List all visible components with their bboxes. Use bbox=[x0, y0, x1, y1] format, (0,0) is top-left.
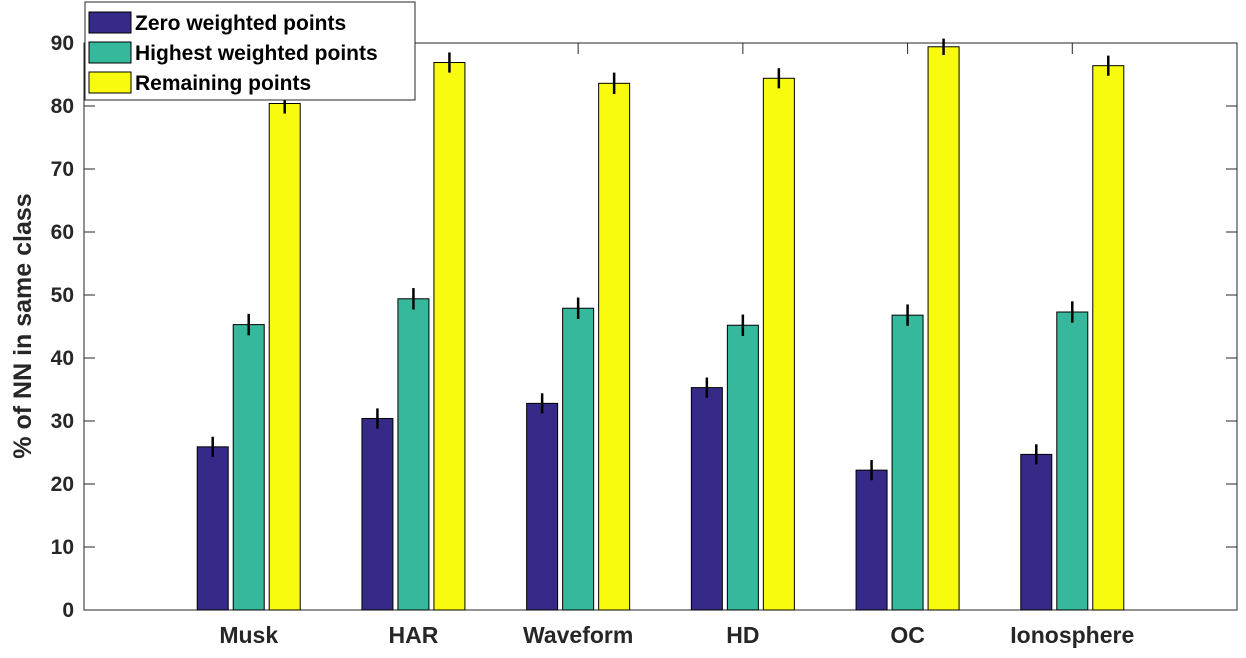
bar bbox=[433, 62, 466, 611]
legend-label: Remaining points bbox=[135, 72, 311, 95]
bar bbox=[361, 417, 394, 611]
y-tick-label: 10 bbox=[51, 536, 74, 559]
y-tick-label: 50 bbox=[51, 284, 74, 307]
y-tick-label: 40 bbox=[51, 347, 74, 370]
legend-label: Zero weighted points bbox=[135, 12, 346, 35]
bar bbox=[762, 77, 795, 611]
bar bbox=[1092, 65, 1125, 611]
bar bbox=[526, 402, 559, 611]
legend-swatch bbox=[88, 41, 132, 64]
legend-box bbox=[84, 1, 416, 101]
y-tick-label: 90 bbox=[51, 32, 74, 55]
x-category-label: HAR bbox=[389, 622, 439, 648]
x-category-label: Waveform bbox=[523, 622, 633, 648]
bar bbox=[927, 46, 960, 611]
bar bbox=[690, 387, 723, 611]
x-category-label: Ionosphere bbox=[1010, 622, 1134, 648]
x-category-label: Musk bbox=[219, 622, 278, 648]
bar bbox=[855, 469, 888, 611]
y-axis-title: % of NN in same class bbox=[9, 193, 37, 458]
y-tick-label: 0 bbox=[62, 599, 74, 622]
bar bbox=[726, 324, 759, 611]
bar bbox=[891, 314, 924, 611]
bar bbox=[232, 324, 265, 611]
y-tick-label: 60 bbox=[51, 221, 74, 244]
legend-swatch bbox=[88, 71, 132, 94]
y-tick-label: 80 bbox=[51, 95, 74, 118]
bar bbox=[397, 298, 430, 611]
bar bbox=[562, 307, 595, 611]
x-category-label: OC bbox=[890, 622, 925, 648]
legend-swatch bbox=[88, 11, 132, 34]
x-category-label: HD bbox=[726, 622, 759, 648]
legend-label: Highest weighted points bbox=[135, 42, 378, 65]
bar bbox=[196, 446, 229, 611]
bar bbox=[1056, 311, 1089, 611]
bar bbox=[598, 82, 631, 611]
y-tick-label: 20 bbox=[51, 473, 74, 496]
bar bbox=[1020, 453, 1053, 611]
y-tick-label: 30 bbox=[51, 410, 74, 433]
y-tick-label: 70 bbox=[51, 158, 74, 181]
bar bbox=[268, 102, 301, 611]
